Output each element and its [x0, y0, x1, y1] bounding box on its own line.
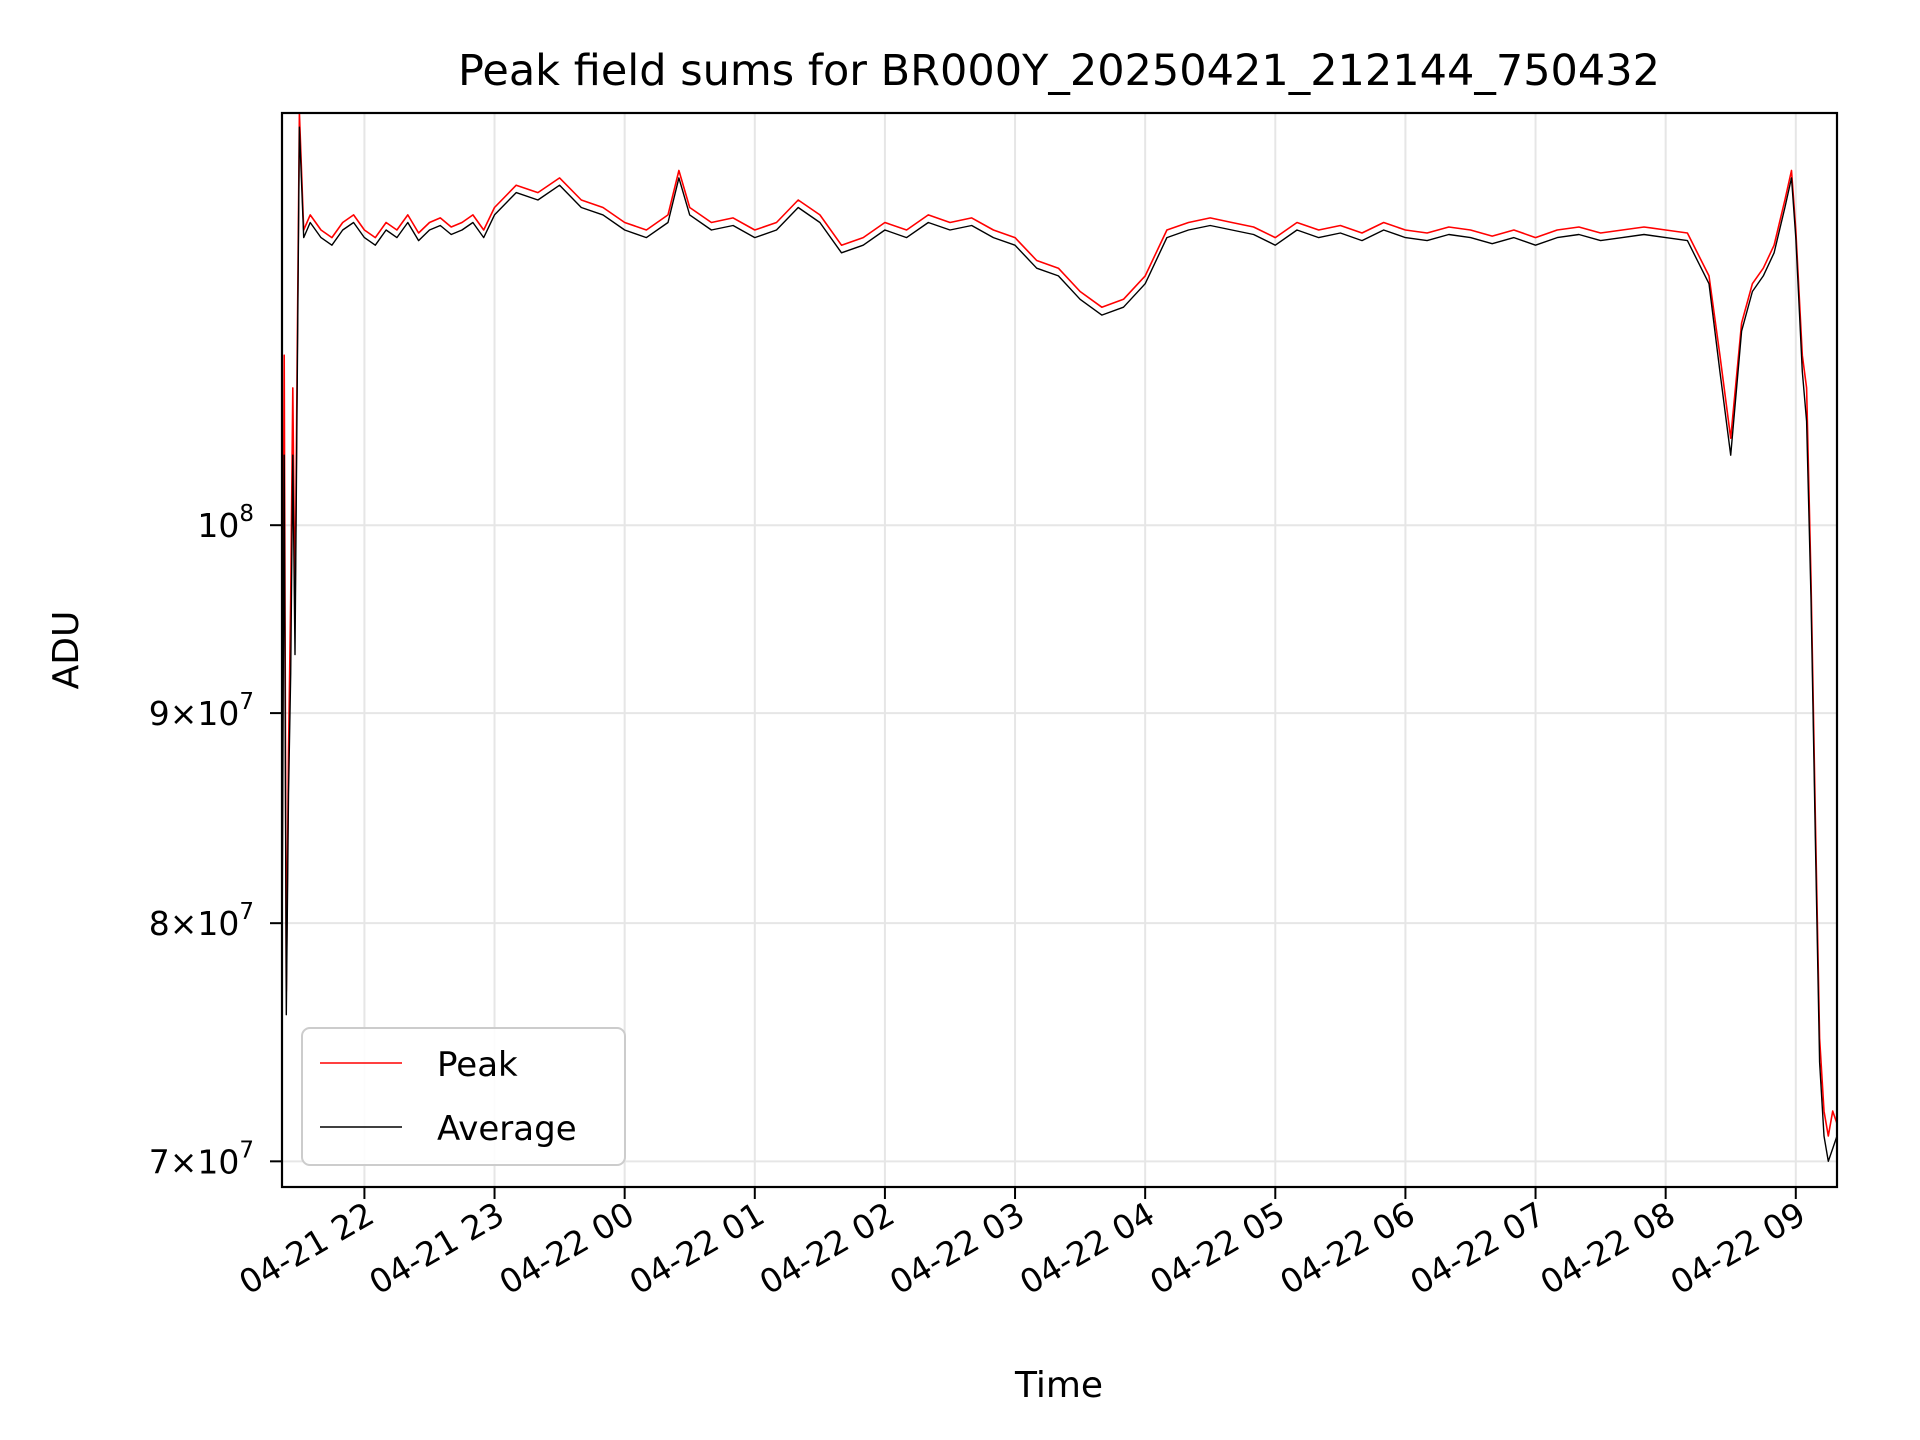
series-lines — [281, 112, 1838, 1162]
y-tick-label-base: 10 — [197, 506, 239, 545]
y-tick-label: 108 — [197, 501, 254, 545]
y-tick-label: 7×107 — [149, 1137, 254, 1181]
series-line-average — [281, 126, 1838, 1162]
y-tick-label-exponent: 8 — [239, 501, 254, 527]
y-tick-label: 8×107 — [149, 899, 254, 943]
y-tick-label-exponent: 7 — [239, 899, 254, 925]
y-tick-label-base: 7×10 — [149, 1142, 240, 1181]
y-tick-label-exponent: 7 — [239, 689, 254, 715]
legend: Peak Average — [301, 1027, 626, 1166]
y-tick-label-base: 8×10 — [149, 904, 240, 943]
legend-label-average: Average — [437, 1109, 577, 1149]
y-axis-label: ADU — [46, 611, 87, 690]
chart-title: Peak field sums for BR000Y_20250421_2121… — [458, 46, 1660, 96]
y-tick-label-exponent: 7 — [239, 1137, 254, 1163]
x-axis-label: Time — [1014, 1365, 1103, 1406]
grid — [282, 113, 1837, 1187]
y-tick-label-base: 9×10 — [149, 694, 240, 733]
series-line-peak — [281, 112, 1838, 1137]
y-tick-label: 9×107 — [149, 689, 254, 733]
legend-label-peak: Peak — [437, 1045, 518, 1085]
plot-frame — [280, 111, 1839, 1189]
